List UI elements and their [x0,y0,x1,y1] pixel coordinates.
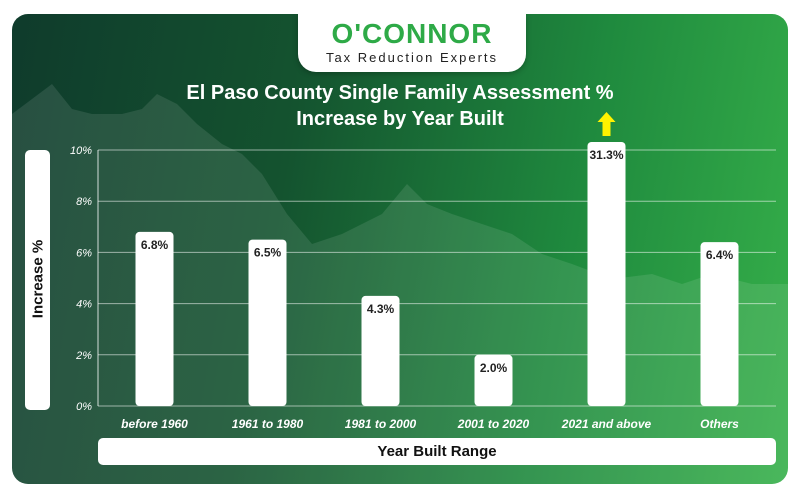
bar-data-label: 6.5% [254,246,282,260]
bar [587,142,626,406]
overflow-arrow-icon [597,112,616,136]
bar-data-label: 6.8% [141,238,169,252]
y-tick-label: 6% [76,247,92,259]
y-tick-label: 8% [76,196,92,208]
bar-data-label: 6.4% [706,248,734,262]
x-category-label: before 1960 [121,417,188,431]
y-tick-label: 4% [76,299,92,311]
bar-data-label: 31.3% [589,148,623,162]
y-tick-label: 0% [76,401,92,413]
bar [135,231,174,406]
chart-title-line-1: El Paso County Single Family Assessment … [186,82,614,104]
y-axis-label-box [25,150,50,410]
x-category-label: 1981 to 2000 [345,417,417,431]
bar-data-label: 4.3% [367,302,395,316]
x-category-label: Others [700,417,739,431]
chart-title: El Paso County Single Family Assessment … [150,80,650,132]
y-tick-label: 2% [75,350,92,362]
logo-panel: O'CONNOR Tax Reduction Experts [298,14,526,72]
y-tick-label: 10% [70,145,92,157]
x-category-label: 1961 to 1980 [232,417,304,431]
x-axis-label: Year Built Range [98,438,776,465]
bar [361,295,400,406]
chart-title-line-2: Increase by Year Built [296,108,504,130]
bar [248,239,287,406]
logo-tagline: Tax Reduction Experts [325,50,499,65]
bar [474,354,513,406]
logo-wordmark: O'CONNOR [331,18,493,49]
x-category-label: 2021 and above [561,417,652,431]
bar-data-label: 2.0% [480,361,508,375]
x-category-label: 2001 to 2020 [457,417,530,431]
bar [700,242,739,406]
